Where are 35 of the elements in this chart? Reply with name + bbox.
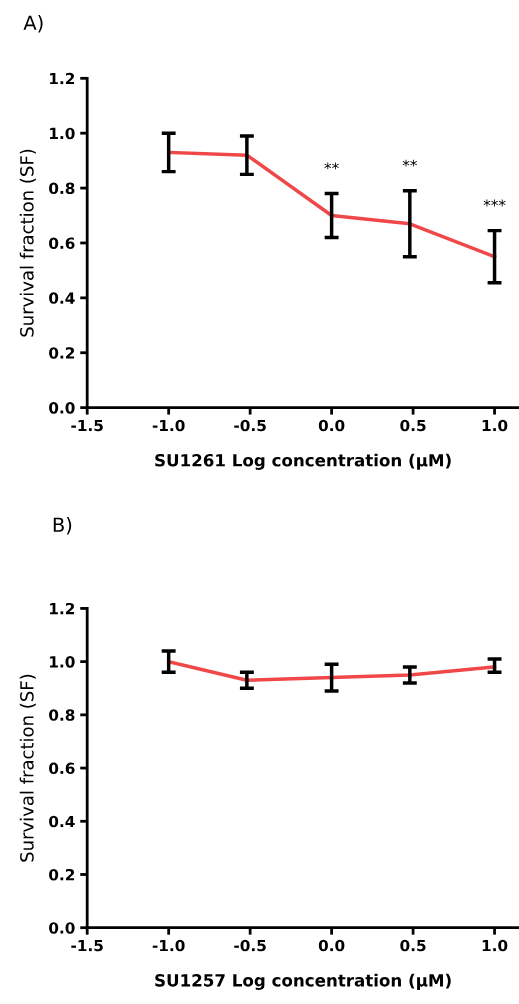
- y-tick-label: 1.2: [50, 602, 75, 615]
- y-axis-title: Survival fraction (SF): [19, 149, 36, 337]
- y-tick-label: 0.0: [49, 402, 75, 414]
- x-tick-label: 1.0: [482, 419, 508, 432]
- y-tick-label: 0.4: [49, 292, 75, 304]
- x-tick-label: -0.5: [234, 939, 266, 952]
- y-tick-label: 0.4: [49, 815, 75, 828]
- annotation: ***: [483, 199, 506, 207]
- x-axis-title: SU1261 Log concentration (µM): [155, 453, 451, 470]
- x-tick-label: 0.0: [318, 939, 345, 952]
- x-tick-label: -1.5: [71, 939, 103, 952]
- x-tick-label: 1.0: [482, 939, 508, 952]
- x-tick-label: 0.0: [318, 419, 345, 432]
- y-tick-label: 0.6: [49, 762, 75, 775]
- y-tick-label: 0.2: [49, 868, 75, 881]
- y-tick-label: 0.8: [49, 182, 75, 195]
- annotation: **: [324, 162, 339, 170]
- y-tick-label: 0.6: [49, 237, 75, 249]
- y-tick-label: 0.0: [49, 922, 75, 934]
- y-tick-label: 1.0: [50, 127, 75, 140]
- x-tick-label: -1.0: [152, 939, 185, 952]
- y-axis-title: Survival fraction (SF): [19, 674, 36, 862]
- x-tick-label: -1.0: [152, 419, 185, 432]
- y-tick-label: 0.2: [49, 347, 75, 359]
- x-tick-label: -0.5: [234, 419, 266, 432]
- y-tick-label: 0.8: [49, 709, 75, 721]
- annotation: **: [402, 159, 418, 167]
- chart-title: A): [23, 15, 43, 33]
- y-tick-label: 1.0: [50, 656, 75, 668]
- x-tick-label: 0.5: [400, 419, 426, 432]
- x-axis-title: SU1257 Log concentration (µM): [155, 973, 451, 990]
- chart-title: B): [53, 517, 72, 535]
- x-tick-label: -1.5: [71, 419, 103, 432]
- y-tick-label: 1.2: [50, 72, 75, 85]
- x-tick-label: 0.5: [400, 939, 426, 952]
